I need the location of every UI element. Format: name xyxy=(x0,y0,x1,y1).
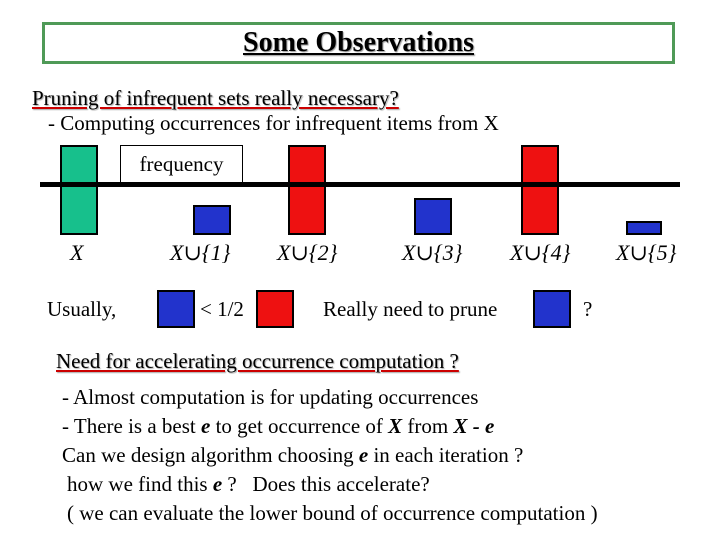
line-best-e-b: to get occurrence of xyxy=(210,414,389,438)
line-design-b: in each iteration ? xyxy=(368,443,524,467)
legend-blue-square xyxy=(157,290,195,328)
line-how: how we find this e ? Does this accelerat… xyxy=(67,472,430,497)
legend-red-square xyxy=(256,290,294,328)
line-design: Can we design algorithm choosing e in ea… xyxy=(62,443,523,468)
usually-label: Usually, xyxy=(47,297,117,321)
bar-x-union-2 xyxy=(288,145,326,235)
line-best-e-a: - There is a best xyxy=(62,414,201,438)
title-box: Some Observations xyxy=(42,22,675,64)
line-how-b: ? Does this accelerate? xyxy=(222,472,430,496)
label-x-union-2: X∪{2} xyxy=(277,240,337,266)
frequency-label: frequency xyxy=(139,151,224,176)
line-best-e: - There is a best e to get occurrence of… xyxy=(62,414,494,439)
label-x-union-1-text: X∪{1} xyxy=(170,240,231,265)
label-x-union-3: X∪{3} xyxy=(402,240,462,266)
computing-point-text: - Computing occurrences for infrequent i… xyxy=(48,111,484,135)
label-x-union-3-text: X∪{3} xyxy=(402,240,463,265)
var-e-3: e xyxy=(212,472,223,496)
bar-x-union-3 xyxy=(414,198,452,235)
label-x-union-5: X∪{5} xyxy=(616,240,676,266)
pruning-question: Pruning of infrequent sets really necess… xyxy=(32,86,399,110)
legend-question-mark: ? xyxy=(583,297,593,321)
label-x-union-2-text: X∪{2} xyxy=(277,240,338,265)
ratio-label: < 1/2 xyxy=(200,297,244,321)
var-e: e xyxy=(200,414,211,438)
var-e-2: e xyxy=(358,443,369,467)
bar-x-union-1 xyxy=(193,205,231,235)
slide-title: Some Observations xyxy=(243,27,474,58)
accelerating-question: Need for accelerating occurrence computa… xyxy=(56,349,459,373)
line-how-a: how we find this xyxy=(67,472,213,496)
label-x-union-5-text: X∪{5} xyxy=(616,240,677,265)
line-almost: - Almost computation is for updating occ… xyxy=(62,385,479,409)
line-design-a: Can we design algorithm choosing xyxy=(62,443,359,467)
label-x: X xyxy=(70,240,83,266)
really-prune-label: Really need to prune xyxy=(323,297,498,321)
computing-point: - Computing occurrences for infrequent i… xyxy=(48,111,499,136)
computing-point-var: X xyxy=(483,111,499,135)
var-x-minus-e: X - e xyxy=(453,414,495,438)
frequency-label-box: frequency xyxy=(120,145,243,183)
label-x-union-4-text: X∪{4} xyxy=(510,240,571,265)
label-x-text: X xyxy=(70,240,84,265)
bar-x xyxy=(60,145,98,235)
legend-blue-square-2 xyxy=(533,290,571,328)
line-best-e-c: from xyxy=(402,414,454,438)
label-x-union-4: X∪{4} xyxy=(510,240,570,266)
var-x: X xyxy=(388,414,403,438)
bar-x-union-4 xyxy=(521,145,559,235)
bar-x-union-5 xyxy=(626,221,662,235)
line-evaluate: ( we can evaluate the lower bound of occ… xyxy=(67,501,598,525)
frequency-threshold-line xyxy=(40,182,680,187)
label-x-union-1: X∪{1} xyxy=(170,240,230,266)
